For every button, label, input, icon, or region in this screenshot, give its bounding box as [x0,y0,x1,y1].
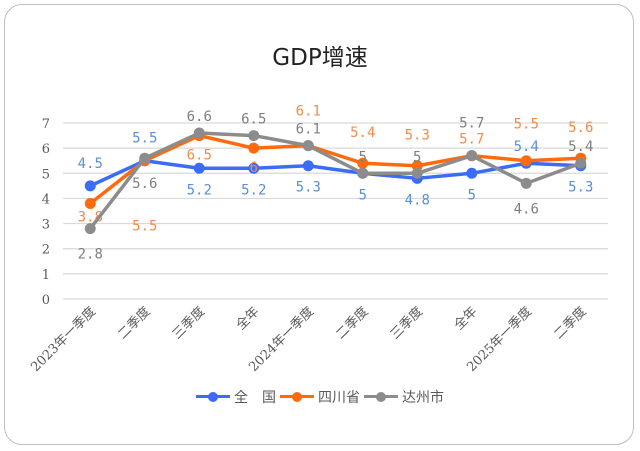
series-0: 4.5 5.5 5.2 5.2 5.3 5 4.8 5 5.4 5.3 [78,131,594,209]
x-tick-label: 三季度 [169,304,208,343]
data-label: 6.5 [187,148,212,164]
data-point [520,155,532,167]
legend-label: 全 国 [234,389,276,406]
data-label: 5.4 [568,139,593,155]
y-tick-label: 5 [42,167,50,182]
x-tick-label: 三季度 [387,304,426,343]
data-point [357,167,369,179]
legend-marker-icon [376,391,386,402]
legend-line-icon [196,391,230,402]
data-label: 5.6 [568,120,593,136]
x-tick-label: 2023年一季度 [28,304,99,375]
data-point [411,167,423,179]
data-label: 6.1 [296,122,321,138]
data-point [84,223,96,235]
data-label: 5.2 [187,182,212,198]
y-tick-label: 0 [42,293,50,308]
chart-title: GDP增速 [272,45,368,71]
data-label: 5 [468,187,476,203]
data-label: 5.7 [459,116,484,132]
legend-label: 四川省 [318,389,360,406]
data-label: 5.5 [514,117,539,133]
y-tick-label: 4 [42,192,50,207]
y-tick-label: 1 [42,268,50,283]
data-label: 5.2 [241,182,266,198]
data-point [248,130,260,142]
y-tick-label: 7 [42,117,50,132]
y-tick-label: 3 [42,218,50,233]
series-2: 2.8 5.6 6.6 6.5 6.1 5 5 5.7 4.6 5.4 [78,109,594,263]
legend-item: 四川省 [280,387,360,407]
legend-marker-icon [208,391,218,402]
data-label: 5.4 [350,125,375,141]
series-line [89,133,581,205]
legend-label: 达州市 [402,389,444,406]
data-label: 6 [250,160,258,176]
data-label: 5.3 [296,180,321,196]
data-point [193,162,205,174]
data-label: 6.1 [296,104,321,120]
x-tick-label: 全年 [451,304,481,334]
data-point [84,197,96,209]
x-tick-label: 二季度 [115,304,154,343]
x-tick-label: 二季度 [333,304,372,343]
legend-line-icon [364,391,398,402]
legend-marker-icon [292,391,302,402]
data-point [139,152,151,164]
data-point [575,157,587,169]
data-label: 5 [359,149,367,165]
x-tick-label: 二季度 [551,304,590,343]
data-label: 5.5 [132,219,157,235]
data-point [248,142,260,154]
series-line [88,131,582,230]
data-label: 5.4 [514,139,539,155]
data-label: 6.6 [187,109,212,125]
y-tick-label: 2 [42,243,50,258]
data-point [411,160,423,172]
data-label: 6.5 [241,112,266,128]
data-label: 4.5 [78,156,103,172]
data-label: 4.6 [514,201,539,217]
data-label: 5 [413,149,421,165]
data-point [193,127,205,139]
legend-item: 达州市 [364,387,444,407]
chart-frame [4,4,634,445]
legend: 全 国 四川省 达州市 [0,386,640,407]
legend-item: 全 国 [196,387,276,407]
data-label: 5.5 [132,131,157,147]
x-tick-label: 全年 [233,304,263,334]
legend-line-icon [280,391,314,402]
data-label: 5.3 [405,128,430,144]
data-point [466,150,478,162]
data-label: 5.3 [568,180,593,196]
data-point [520,177,532,189]
data-label: 5.7 [459,132,484,148]
data-point [248,162,260,174]
data-point [466,167,478,179]
data-label: 2.8 [78,247,103,263]
data-label: 5.6 [132,176,157,192]
y-tick-label: 6 [42,142,50,157]
data-label: 4.8 [405,192,430,208]
data-label: 5 [359,187,367,203]
data-point [84,180,96,192]
data-point [357,157,369,169]
data-point [302,140,314,152]
data-point [302,160,314,172]
